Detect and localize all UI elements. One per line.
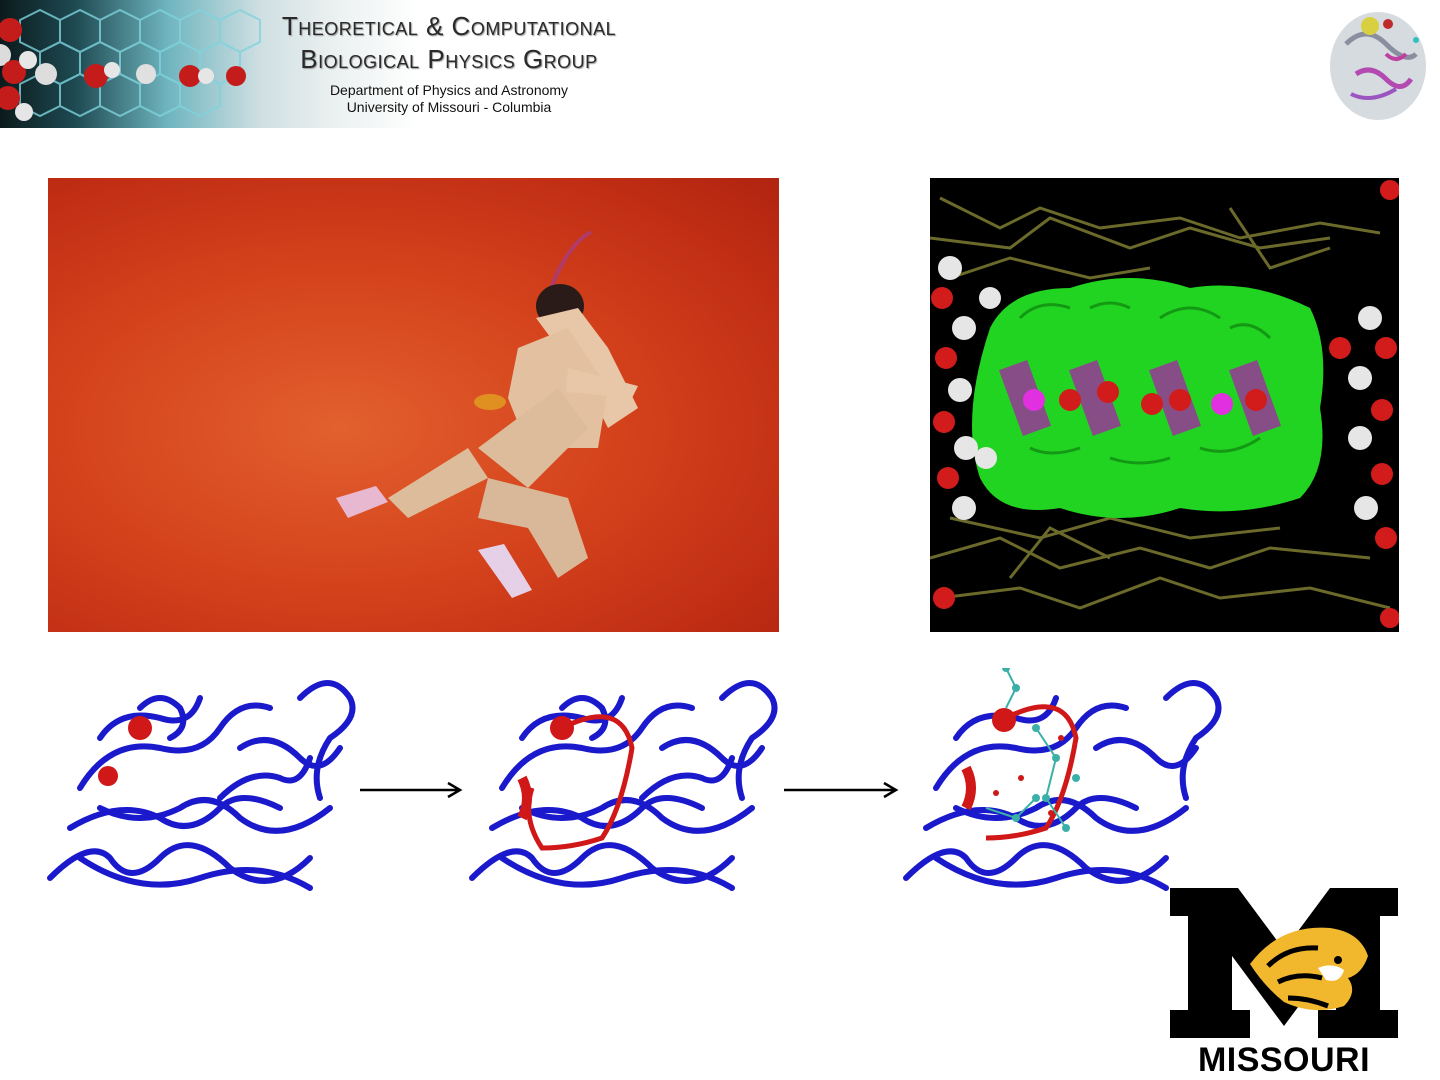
- martial-arts-photo: [48, 178, 779, 632]
- transition-arrow-2: [782, 780, 900, 800]
- protein-frame-1: [40, 668, 360, 918]
- protein-ribbon-image: [40, 668, 360, 918]
- protein-ribbon-image: [896, 668, 1232, 918]
- university-name: University of Missouri - Columbia: [214, 99, 684, 116]
- protein-frame-3: [896, 668, 1232, 918]
- group-title: Theoretical & Computational Biological P…: [214, 10, 684, 116]
- title-line-2: Biological Physics Group: [214, 43, 684, 76]
- tiger-m-logo-image: [1168, 886, 1400, 1042]
- department-name: Department of Physics and Astronomy: [214, 82, 684, 99]
- water-channel-image: [930, 178, 1399, 632]
- jumping-figure-image: [48, 178, 779, 632]
- channel-simulation-render: [930, 178, 1399, 632]
- protein-frame-2: [462, 668, 782, 918]
- title-line-1: Theoretical & Computational: [214, 10, 684, 43]
- transition-arrow-1: [358, 780, 464, 800]
- missouri-wordmark: MISSOURI: [1168, 1040, 1400, 1080]
- protein-ribbon-image: [462, 668, 782, 918]
- university-logo: MISSOURI: [1168, 886, 1400, 1080]
- corner-protein-image: [1326, 4, 1430, 124]
